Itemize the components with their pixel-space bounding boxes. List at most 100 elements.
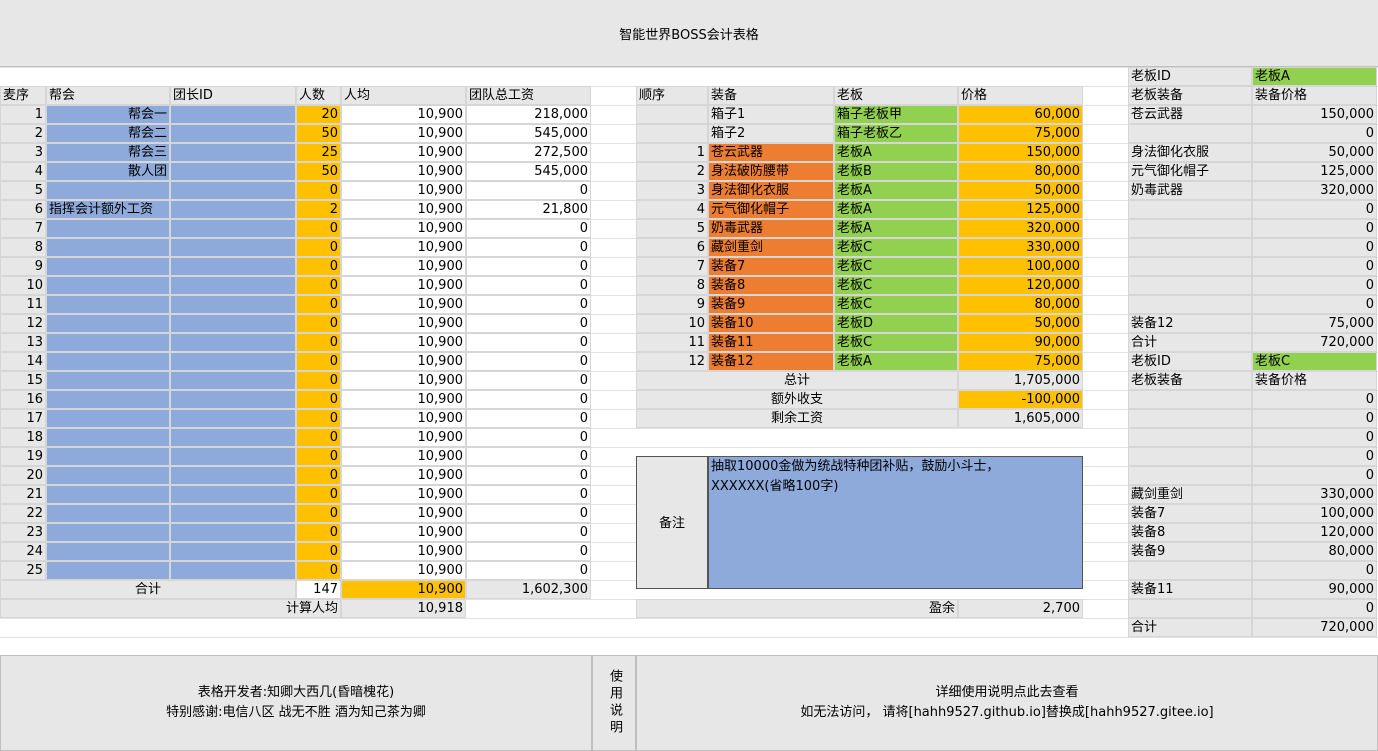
guild-name-cell[interactable]: 散人团: [46, 162, 170, 181]
equip-boss-cell[interactable]: 老板C: [834, 276, 958, 295]
equip-price-cell[interactable]: 75,000: [958, 352, 1083, 371]
equip-boss-cell[interactable]: 老板C: [834, 238, 958, 257]
leader-id-cell[interactable]: [170, 352, 296, 371]
usage-link[interactable]: 详细使用说明点此去查看: [935, 685, 1079, 700]
equip-boss-cell[interactable]: 老板C: [834, 333, 958, 352]
guild-name-cell[interactable]: [46, 523, 170, 542]
equip-boss-cell[interactable]: 老板C: [834, 257, 958, 276]
leader-id-cell[interactable]: [170, 105, 296, 124]
leader-id-cell[interactable]: [170, 124, 296, 143]
equip-boss-cell[interactable]: 老板B: [834, 162, 958, 181]
guild-name-cell[interactable]: 指挥会计额外工资: [46, 200, 170, 219]
member-count-cell[interactable]: 0: [296, 295, 341, 314]
equip-item-cell[interactable]: 装备8: [708, 276, 834, 295]
leader-id-cell[interactable]: [170, 485, 296, 504]
equip-item-cell[interactable]: 元气御化帽子: [708, 200, 834, 219]
guild-name-cell[interactable]: [46, 295, 170, 314]
equip-price-cell[interactable]: 120,000: [958, 276, 1083, 295]
leader-id-cell[interactable]: [170, 428, 296, 447]
member-count-cell[interactable]: 0: [296, 542, 341, 561]
member-count-cell[interactable]: 50: [296, 162, 341, 181]
box-item-cell[interactable]: 箱子1: [708, 105, 834, 124]
equip-item-cell[interactable]: 装备12: [708, 352, 834, 371]
equip-price-cell[interactable]: 50,000: [958, 314, 1083, 333]
guild-name-cell[interactable]: [46, 352, 170, 371]
leader-id-cell[interactable]: [170, 409, 296, 428]
member-count-cell[interactable]: 0: [296, 428, 341, 447]
member-count-cell[interactable]: 0: [296, 504, 341, 523]
leader-id-cell[interactable]: [170, 295, 296, 314]
leader-id-cell[interactable]: [170, 542, 296, 561]
guild-name-cell[interactable]: [46, 428, 170, 447]
box-item-cell[interactable]: 箱子2: [708, 124, 834, 143]
equip-item-cell[interactable]: 苍云武器: [708, 143, 834, 162]
member-count-cell[interactable]: 0: [296, 333, 341, 352]
equip-boss-cell[interactable]: 老板A: [834, 181, 958, 200]
equip-price-cell[interactable]: 320,000: [958, 219, 1083, 238]
equip-price-cell[interactable]: 125,000: [958, 200, 1083, 219]
member-count-cell[interactable]: 0: [296, 219, 341, 238]
leader-id-cell[interactable]: [170, 561, 296, 580]
equip-item-cell[interactable]: 装备11: [708, 333, 834, 352]
equip-item-cell[interactable]: 装备7: [708, 257, 834, 276]
usage-link-cell[interactable]: 详细使用说明点此去查看 如无法访问， 请将[hahh9527.github.io…: [636, 655, 1378, 751]
leader-id-cell[interactable]: [170, 238, 296, 257]
box-boss-cell[interactable]: 箱子老板乙: [834, 124, 958, 143]
leader-id-cell[interactable]: [170, 143, 296, 162]
guild-name-cell[interactable]: [46, 466, 170, 485]
member-count-cell[interactable]: 0: [296, 238, 341, 257]
equip-item-cell[interactable]: 藏剑重剑: [708, 238, 834, 257]
equip-item-cell[interactable]: 身法破防腰带: [708, 162, 834, 181]
equip-boss-cell[interactable]: 老板D: [834, 314, 958, 333]
member-count-cell[interactable]: 0: [296, 523, 341, 542]
leader-id-cell[interactable]: [170, 447, 296, 466]
member-count-cell[interactable]: 20: [296, 105, 341, 124]
guild-name-cell[interactable]: [46, 485, 170, 504]
guild-name-cell[interactable]: [46, 219, 170, 238]
guild-name-cell[interactable]: 帮会一: [46, 105, 170, 124]
member-count-cell[interactable]: 0: [296, 409, 341, 428]
member-count-cell[interactable]: 50: [296, 124, 341, 143]
equip-boss-cell[interactable]: 老板A: [834, 200, 958, 219]
equip-price-cell[interactable]: 100,000: [958, 257, 1083, 276]
boss-c-id-value[interactable]: 老板C: [1252, 352, 1377, 371]
member-count-cell[interactable]: 0: [296, 371, 341, 390]
member-count-cell[interactable]: 25: [296, 143, 341, 162]
leader-id-cell[interactable]: [170, 181, 296, 200]
guild-name-cell[interactable]: [46, 542, 170, 561]
member-count-cell[interactable]: 0: [296, 447, 341, 466]
leader-id-cell[interactable]: [170, 314, 296, 333]
equip-price-cell[interactable]: 80,000: [958, 162, 1083, 181]
leader-id-cell[interactable]: [170, 333, 296, 352]
guild-name-cell[interactable]: [46, 333, 170, 352]
extra-value[interactable]: -100,000: [958, 390, 1083, 409]
leader-id-cell[interactable]: [170, 276, 296, 295]
equip-price-cell[interactable]: 50,000: [958, 181, 1083, 200]
leader-id-cell[interactable]: [170, 466, 296, 485]
boss-a-id-value[interactable]: 老板A: [1252, 67, 1377, 86]
guild-name-cell[interactable]: [46, 181, 170, 200]
equip-boss-cell[interactable]: 老板A: [834, 219, 958, 238]
leader-id-cell[interactable]: [170, 523, 296, 542]
box-price-cell[interactable]: 60,000: [958, 105, 1083, 124]
equip-item-cell[interactable]: 装备10: [708, 314, 834, 333]
guild-name-cell[interactable]: [46, 409, 170, 428]
guild-name-cell[interactable]: [46, 276, 170, 295]
member-count-cell[interactable]: 0: [296, 352, 341, 371]
member-count-cell[interactable]: 0: [296, 390, 341, 409]
member-count-cell[interactable]: 0: [296, 257, 341, 276]
member-count-cell[interactable]: 0: [296, 485, 341, 504]
guild-name-cell[interactable]: [46, 371, 170, 390]
box-boss-cell[interactable]: 箱子老板甲: [834, 105, 958, 124]
equip-price-cell[interactable]: 80,000: [958, 295, 1083, 314]
equip-price-cell[interactable]: 90,000: [958, 333, 1083, 352]
leader-id-cell[interactable]: [170, 219, 296, 238]
guild-name-cell[interactable]: 帮会二: [46, 124, 170, 143]
leader-id-cell[interactable]: [170, 390, 296, 409]
box-price-cell[interactable]: 75,000: [958, 124, 1083, 143]
leader-id-cell[interactable]: [170, 200, 296, 219]
guild-name-cell[interactable]: [46, 390, 170, 409]
equip-item-cell[interactable]: 装备9: [708, 295, 834, 314]
equip-price-cell[interactable]: 330,000: [958, 238, 1083, 257]
member-count-cell[interactable]: 0: [296, 466, 341, 485]
